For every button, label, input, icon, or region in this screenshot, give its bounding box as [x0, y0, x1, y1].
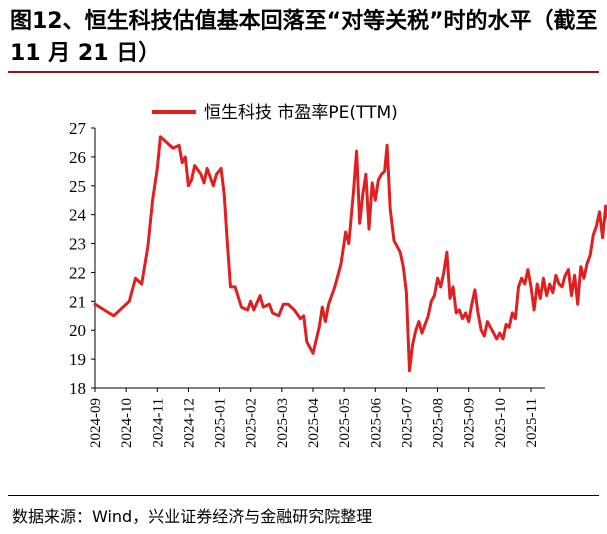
x-tick-label: 2025-07	[399, 398, 415, 448]
data-source-note: 数据来源：Wind，兴业证券经济与金融研究院整理	[12, 507, 373, 526]
x-tick-label: 2025-01	[213, 398, 229, 448]
legend-label: 恒生科技 市盈率PE(TTM)	[204, 103, 398, 123]
x-tick-label: 2025-06	[368, 398, 384, 448]
y-tick-label: 25	[69, 177, 86, 196]
y-tick-label: 27	[69, 119, 87, 138]
x-axis-ticks: 2024-09 2024-10 2024-11 2024-12 2025-01 2025-…	[88, 388, 540, 448]
chart-axes	[94, 128, 545, 389]
y-tick-label: 19	[69, 350, 86, 369]
title-divider	[8, 71, 599, 73]
y-axis-ticks: 27 26 25 24 23 22 21 20 19 18	[69, 119, 95, 398]
y-tick-label: 20	[69, 321, 86, 340]
y-tick-label: 26	[69, 148, 86, 167]
y-tick-label: 24	[69, 206, 87, 225]
x-tick-label: 2025-04	[306, 398, 322, 448]
x-tick-label: 2024-10	[119, 398, 135, 448]
y-tick-label: 22	[69, 263, 86, 282]
y-tick-label: 23	[69, 235, 86, 254]
x-tick-label: 2024-11	[150, 398, 166, 447]
x-tick-label: 2025-05	[337, 398, 353, 448]
x-tick-label: 2024-09	[88, 398, 104, 448]
x-tick-label: 2025-03	[275, 398, 291, 448]
x-tick-label: 2025-11	[524, 398, 540, 447]
x-tick-label: 2025-02	[244, 398, 260, 448]
y-tick-label: 21	[69, 292, 86, 311]
source-divider	[8, 495, 599, 496]
chart-legend: 恒生科技 市盈率PE(TTM)	[152, 103, 398, 123]
figure-title: 图12、恒生科技估值基本回落至“对等关税”时的水平（截至 11 月 21 日）	[10, 9, 598, 66]
x-tick-label: 2025-10	[493, 398, 509, 448]
series-line-hstech-pe	[93, 135, 607, 373]
x-tick-label: 2025-09	[462, 398, 478, 448]
y-tick-label: 18	[69, 379, 86, 398]
x-tick-label: 2025-08	[431, 398, 447, 448]
x-tick-label: 2024-12	[181, 398, 197, 448]
